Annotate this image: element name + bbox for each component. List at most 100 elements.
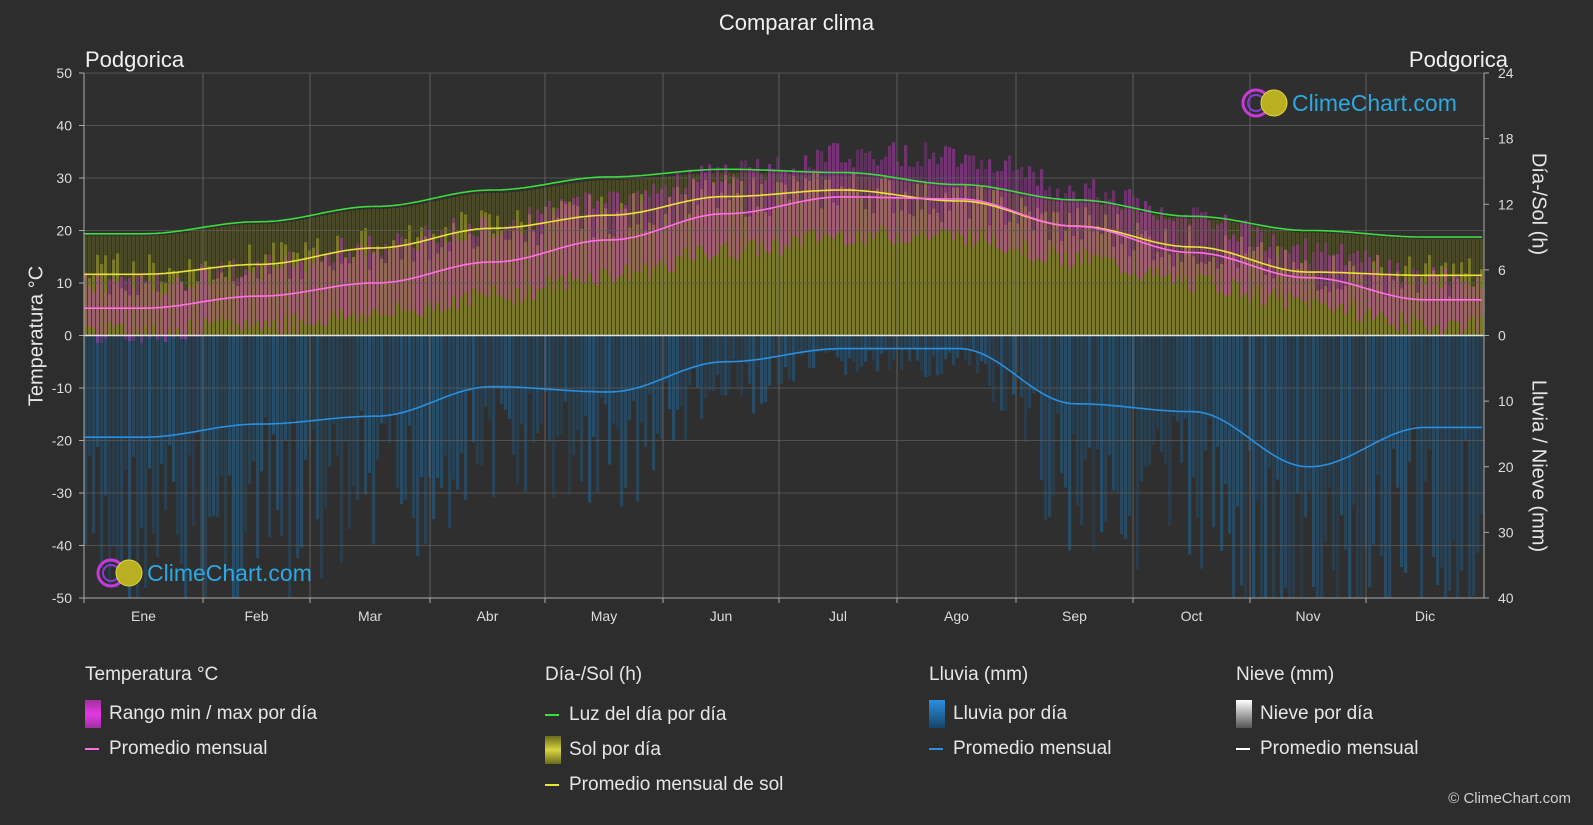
sun-day-bar <box>696 205 700 336</box>
temp-range-day-bar <box>464 239 468 293</box>
rain-day-bar <box>728 335 732 390</box>
legend-snow-head: Nieve (mm) <box>1236 664 1335 685</box>
legend-temp-avg: Promedio mensual <box>85 738 317 760</box>
rain-day-bar <box>1296 335 1300 494</box>
sun-day-bar <box>1140 234 1144 336</box>
rain-day-bar <box>192 335 196 526</box>
temp-range-day-bar <box>380 256 384 317</box>
sun-day-bar <box>940 221 944 336</box>
temp-range-day-bar <box>760 174 764 243</box>
rain-day-bar <box>1116 335 1120 492</box>
sun-day-bar <box>476 246 480 336</box>
sun-day-bar <box>464 214 468 336</box>
rain-day-bar <box>164 335 168 510</box>
sun-day-bar <box>892 213 896 336</box>
rain-day-bar <box>1324 335 1328 543</box>
sun-day-bar <box>1244 253 1248 336</box>
sun-day-bar <box>1080 239 1084 336</box>
temp-range-day-bar <box>1200 212 1204 274</box>
left-tick-label: -50 <box>52 590 72 606</box>
temp-range-day-bar <box>212 280 216 322</box>
left-tick-label: 20 <box>56 223 72 239</box>
rain-day-bar <box>1236 335 1240 507</box>
rain-day-bar <box>392 335 396 414</box>
sun-day-bar <box>1360 272 1364 336</box>
sun-day-bar <box>364 228 368 336</box>
sun-day-bar <box>912 216 916 336</box>
copyright[interactable]: © ClimeChart.com <box>1448 790 1571 807</box>
rain-day-bar <box>1420 335 1424 598</box>
sun-day-bar <box>624 208 628 336</box>
rain-day-bar <box>180 335 184 565</box>
rain-day-bar <box>788 335 792 380</box>
logo-top[interactable]: ClimeChart.com <box>1240 86 1457 120</box>
rain-day-bar <box>1004 335 1008 412</box>
sun-day-bar <box>1316 290 1320 336</box>
rain-day-bar <box>108 335 112 585</box>
rain-day-bar <box>1092 335 1096 551</box>
sun-day-bar <box>992 190 996 336</box>
rain-day-bar <box>104 335 108 496</box>
legend-temperature: Temperatura °C Rango min / max por día P… <box>85 664 317 760</box>
temp-range-day-bar <box>444 242 448 311</box>
temp-range-day-bar <box>1172 221 1176 284</box>
sun-day-bar <box>1428 254 1432 336</box>
sun-day-bar <box>720 192 724 336</box>
sun-day-bar <box>1332 255 1336 336</box>
temp-range-day-bar <box>1392 277 1396 326</box>
rain-day-bar <box>172 335 176 482</box>
left-tick-label: 10 <box>56 275 72 291</box>
rain-day-bar <box>1240 335 1244 586</box>
rain-day-bar <box>260 335 264 472</box>
rain-day-bar <box>572 335 576 456</box>
temp-range-day-bar <box>784 169 788 247</box>
temp-range-day-bar <box>868 151 872 234</box>
rain-day-bar <box>1088 335 1092 448</box>
temp-range-day-bar <box>996 171 1000 249</box>
sun-day-bar <box>424 236 428 336</box>
rain-day-bar <box>516 335 520 483</box>
sun-day-bar <box>1168 254 1172 336</box>
sun-day-bar <box>980 185 984 336</box>
logo-bottom[interactable]: ClimeChart.com <box>95 556 312 590</box>
temp-range-day-bar <box>584 192 588 285</box>
sun-day-bar <box>896 196 900 336</box>
rain-day-bar <box>756 335 760 367</box>
sun-day-bar <box>916 183 920 336</box>
right-bottom-tick-label: 10 <box>1498 393 1514 409</box>
sun-day-bar <box>732 176 736 336</box>
legend-sun-avg-label: Promedio mensual de sol <box>569 774 784 795</box>
temp-range-day-bar <box>96 275 100 344</box>
temp-range-day-bar <box>324 255 328 327</box>
temp-range-day-bar <box>1328 255 1332 309</box>
rain-day-bar <box>1264 335 1268 598</box>
rain-day-bar <box>1056 335 1060 414</box>
rain-day-bar <box>160 335 164 464</box>
temp-range-day-bar <box>1016 169 1020 249</box>
sun-day-bar <box>1060 240 1064 336</box>
temp-range-day-bar <box>1052 198 1056 247</box>
rain-day-bar <box>812 335 816 369</box>
daylight-day-bar <box>1328 233 1332 336</box>
rain-day-bar <box>400 335 404 505</box>
rain-day-bar <box>288 335 292 598</box>
rain-day-bar <box>628 335 632 421</box>
sun-day-bar <box>244 274 248 336</box>
rain-day-bar <box>1372 335 1376 545</box>
temp-range-day-bar <box>328 250 332 319</box>
sun-day-bar <box>1112 246 1116 336</box>
temp-range-day-bar <box>452 218 456 297</box>
sun-day-bar <box>128 295 132 336</box>
rain-day-bar <box>520 335 524 425</box>
temp-range-day-bar <box>424 225 428 309</box>
temp-range-day-bar <box>316 251 320 322</box>
sun-day-bar <box>604 208 608 336</box>
rain-day-bar <box>560 335 564 435</box>
sun-day-bar <box>804 178 808 336</box>
temp-range-day-bar <box>1452 273 1456 322</box>
rain-day-bar <box>1136 335 1140 570</box>
daylight-day-bar <box>1384 237 1388 336</box>
sun-day-bar <box>1164 228 1168 336</box>
rain-day-bar <box>500 335 504 405</box>
temp-range-day-bar <box>1404 277 1408 323</box>
